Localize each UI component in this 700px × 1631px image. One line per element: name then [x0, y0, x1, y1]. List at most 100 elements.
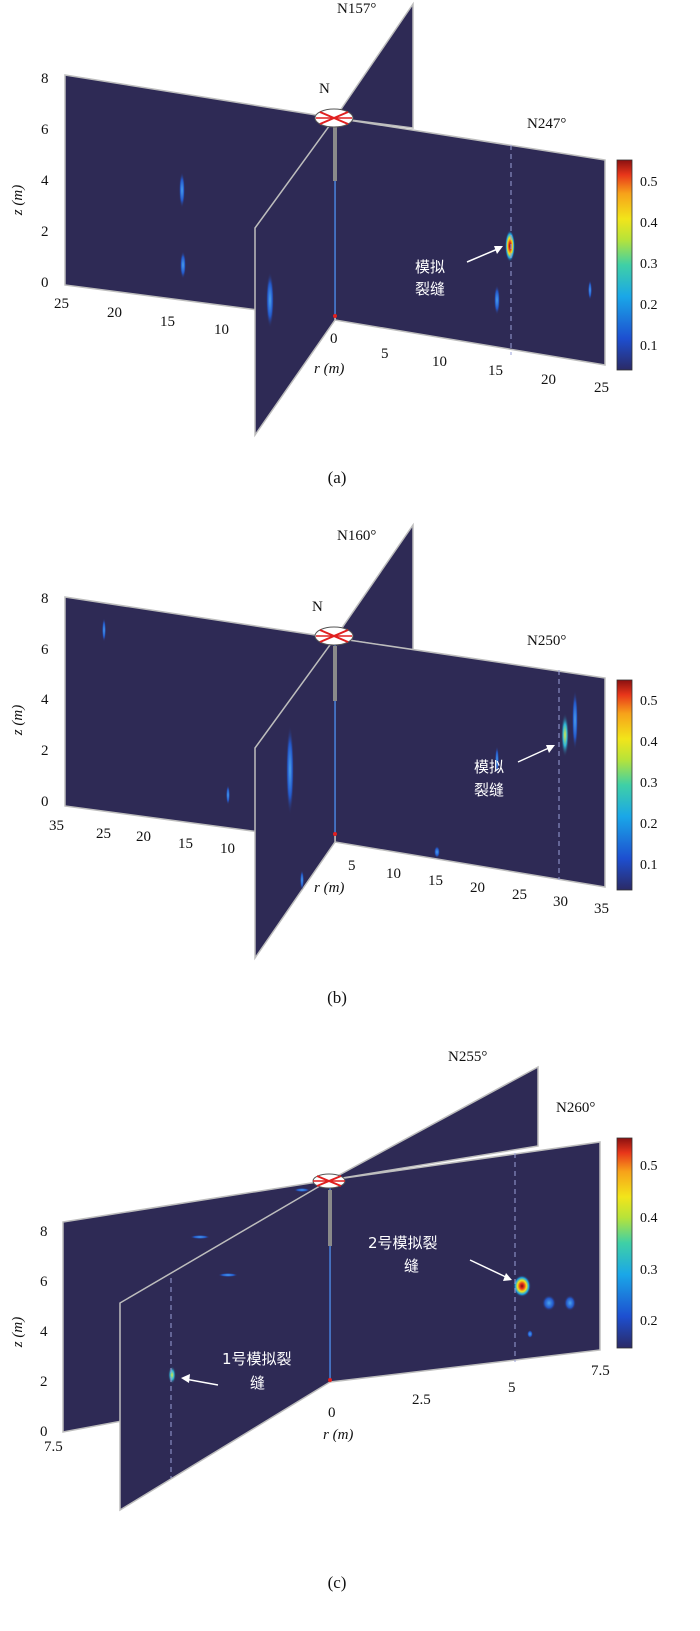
z-axis-label: z (m) [10, 185, 26, 216]
z-tick: 4 [40, 1324, 48, 1340]
panel-caption: (c) [328, 1573, 347, 1592]
r-tick: 20 [107, 305, 122, 321]
anomaly-blob [495, 746, 499, 774]
anomaly-blob [266, 272, 274, 328]
svg-text:裂缝: 裂缝 [474, 781, 504, 799]
r-tick: 10 [214, 322, 229, 338]
panel-a: N N157° N247° 0 2 4 6 8 z (m) 25 20 15 1… [10, 1, 658, 487]
r-axis-label: r (m) [323, 1427, 353, 1443]
svg-text:2号模拟裂: 2号模拟裂 [368, 1234, 438, 1252]
direction-left-label: N160° [337, 528, 376, 544]
left-r-axis: 25 20 15 10 [54, 296, 229, 338]
direction-right-label: N260° [556, 1100, 595, 1116]
svg-text:0.3: 0.3 [640, 257, 658, 272]
r-tick: 15 [178, 836, 193, 852]
z-tick: 4 [41, 173, 49, 189]
svg-text:0.4: 0.4 [640, 1211, 658, 1226]
svg-text:0.2: 0.2 [640, 817, 658, 832]
plane-oblique-upper [329, 1065, 539, 1181]
z-tick: 6 [40, 1274, 48, 1290]
fracture-1-annotation: 1号模拟裂 缝 [181, 1350, 292, 1392]
anomaly-blob [572, 690, 578, 750]
svg-text:裂缝: 裂缝 [415, 280, 445, 298]
anomaly-blob [434, 846, 440, 858]
r-tick: 15 [488, 363, 503, 379]
right-r-axis: 0 2.5 5 7.5 r (m) [323, 1363, 610, 1443]
anomaly-blob [218, 1273, 238, 1277]
svg-text:模拟: 模拟 [474, 758, 504, 776]
svg-text:0.4: 0.4 [640, 735, 658, 750]
r-tick: 10 [386, 866, 401, 882]
svg-text:0.1: 0.1 [640, 339, 658, 354]
z-tick: 6 [41, 122, 49, 138]
compass [314, 626, 354, 646]
z-tick: 2 [40, 1374, 48, 1390]
colorbar: 0.2 0.3 0.4 0.5 [616, 1137, 658, 1349]
z-axis: 0 2 4 6 8 z (m) [10, 1224, 48, 1440]
r-tick: 25 [512, 887, 527, 903]
direction-left-label: N255° [448, 1049, 487, 1065]
direction-north-label: N [319, 81, 330, 97]
r-tick: 2.5 [412, 1392, 431, 1408]
z-tick: 6 [41, 642, 49, 658]
plane-oblique-upper [333, 1, 414, 129]
r-tick: 10 [220, 841, 235, 857]
panel-c: N255° N260° 0 2 4 6 8 z (m) 7.5 0 2.5 5 … [10, 1049, 658, 1592]
direction-right-label: N250° [527, 633, 566, 649]
r-tick: 5 [348, 858, 356, 874]
r-tick: 15 [160, 314, 175, 330]
colorbar: 0.1 0.2 0.3 0.4 0.5 [616, 159, 658, 371]
direction-right-label: N247° [527, 116, 566, 132]
z-tick: 8 [41, 591, 49, 607]
anomaly-blob [286, 725, 294, 815]
anomaly-blob [494, 285, 500, 315]
r-axis-label: r (m) [314, 361, 344, 377]
svg-text:0.2: 0.2 [640, 1314, 658, 1329]
borehole-tool [333, 126, 337, 181]
svg-text:模拟: 模拟 [415, 258, 445, 276]
borehole-bottom-marker [328, 1378, 332, 1382]
anomaly-blob [190, 1235, 210, 1239]
left-r-axis: 7.5 [44, 1439, 63, 1455]
anomaly-fracture [505, 230, 515, 262]
borehole-bottom-marker [333, 314, 337, 318]
z-axis: 0 2 4 6 8 z (m) [10, 71, 49, 291]
anomaly-blob [564, 1295, 576, 1311]
r-tick: 7.5 [44, 1439, 63, 1455]
plane-right [334, 637, 606, 888]
svg-text:0.1: 0.1 [640, 858, 658, 873]
anomaly-blob [588, 280, 592, 300]
svg-text:1号模拟裂: 1号模拟裂 [222, 1350, 292, 1368]
r-tick: 25 [96, 826, 111, 842]
anomaly-blob [527, 1330, 533, 1338]
plane-oblique-front [254, 635, 336, 961]
svg-text:0.5: 0.5 [640, 175, 658, 190]
borehole-tool [328, 1190, 332, 1246]
r-tick: 5 [508, 1380, 516, 1396]
z-axis-label: z (m) [10, 705, 26, 736]
anomaly-blob [294, 1188, 310, 1192]
z-tick: 0 [40, 1424, 48, 1440]
anomaly-blob [102, 618, 106, 642]
anomaly-fracture-2 [513, 1275, 531, 1297]
anomaly-blob [180, 251, 186, 279]
anomaly-fracture-1 [168, 1366, 176, 1384]
svg-text:0.4: 0.4 [640, 216, 658, 231]
panel-caption: (b) [327, 988, 347, 1007]
fracture-annotation: 模拟 裂缝 [415, 246, 503, 298]
svg-text:0.5: 0.5 [640, 1159, 658, 1174]
z-tick: 8 [41, 71, 49, 87]
plane-oblique-front [254, 115, 336, 438]
r-tick: 7.5 [591, 1363, 610, 1379]
panel-caption: (a) [328, 468, 347, 487]
r-tick: 35 [594, 901, 609, 917]
borehole-bottom-marker [333, 832, 337, 836]
r-tick: 25 [54, 296, 69, 312]
z-tick: 0 [41, 275, 49, 291]
compass [314, 108, 354, 128]
right-r-axis: 0 5 10 15 20 25 r (m) [314, 331, 609, 396]
right-r-axis: 5 10 15 20 25 30 35 r (m) [314, 858, 609, 917]
z-tick: 8 [40, 1224, 48, 1240]
r-tick: 0 [330, 331, 338, 347]
r-tick: 25 [594, 380, 609, 396]
